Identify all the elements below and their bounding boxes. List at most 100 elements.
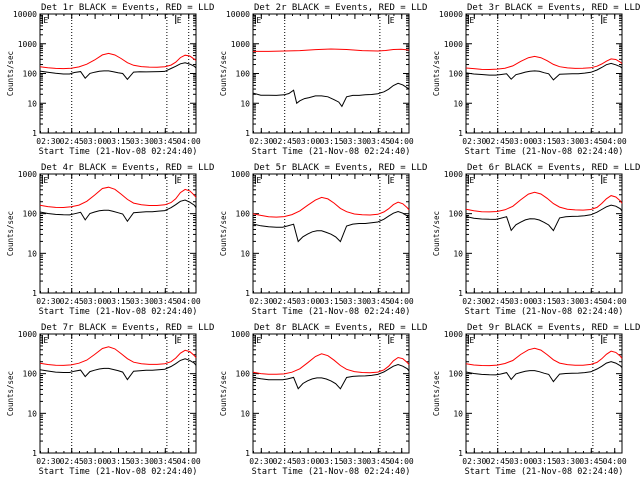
- panel-det-2: Det 2r BLACK = Events, RED = LLD 1 10 100 10…: [219, 3, 427, 157]
- x-tick-label: 02:45: [60, 137, 84, 146]
- y-tick-label: 1000: [231, 40, 250, 49]
- marker-e-label: E: [603, 176, 608, 185]
- x-tick-label: 03:00: [509, 457, 533, 466]
- marker-e-label: E: [256, 336, 261, 345]
- y-tick-label: 1000: [444, 170, 463, 179]
- x-tick-label: 04:00: [390, 137, 414, 146]
- y-tick-label: 100: [23, 210, 38, 219]
- x-tick-label: 03:30: [343, 137, 367, 146]
- lld-series-line: [39, 346, 197, 366]
- events-series-line: [252, 210, 410, 243]
- marker-e-label: E: [390, 336, 395, 345]
- x-tick-label: 02:30: [462, 457, 486, 466]
- panel-det-7: Det 7r BLACK = Events, RED = LLD 1 10 100 10…: [6, 323, 214, 477]
- marker-e-label: E: [256, 16, 261, 25]
- x-tick-label: 03:15: [532, 137, 556, 146]
- y-tick-label: 100: [449, 70, 464, 79]
- x-axis-label: Start Time (21-Nov-08 02:24:40): [252, 147, 411, 157]
- lld-series-line: [252, 196, 410, 218]
- marker-e-label: E: [43, 16, 48, 25]
- y-tick-label: 100: [449, 370, 464, 379]
- x-tick-label: 03:30: [556, 137, 580, 146]
- y-tick-label: 100: [236, 70, 251, 79]
- x-tick-label: 02:30: [462, 137, 486, 146]
- marker-e-label: E: [390, 176, 395, 185]
- x-tick-label: 03:15: [319, 457, 343, 466]
- x-tick-label: 03:45: [366, 457, 390, 466]
- marker-e-label: E: [177, 176, 182, 185]
- y-tick-label: 1: [32, 129, 37, 138]
- x-tick-label: 02:30: [249, 297, 273, 306]
- panel-det-9: Det 9r BLACK = Events, RED = LLD 1 10 100 10…: [432, 323, 640, 477]
- x-tick-label: 02:45: [486, 457, 510, 466]
- x-tick-label: 03:00: [83, 297, 107, 306]
- x-tick-label: 02:30: [36, 137, 60, 146]
- panel-det-8: Det 8r BLACK = Events, RED = LLD 1 10 100 10…: [219, 323, 427, 477]
- panel-title: Det 4r BLACK = Events, RED = LLD: [41, 163, 214, 173]
- x-tick-label: 04:00: [177, 137, 201, 146]
- y-tick-label: 1000: [18, 40, 37, 49]
- x-axis-label: Start Time (21-Nov-08 02:24:40): [39, 307, 198, 317]
- x-tick-label: 02:45: [60, 297, 84, 306]
- x-axis-label: Start Time (21-Nov-08 02:24:40): [39, 147, 198, 157]
- x-tick-label: 03:15: [319, 137, 343, 146]
- panel-det-4: Det 4r BLACK = Events, RED = LLD 1 10 100 10…: [6, 163, 214, 317]
- events-series-line: [465, 62, 623, 81]
- x-tick-label: 03:00: [83, 457, 107, 466]
- lld-series-line: [253, 48, 410, 52]
- y-tick-label: 10: [453, 249, 463, 258]
- x-tick-label: 03:30: [130, 297, 154, 306]
- x-tick-label: 04:00: [603, 457, 627, 466]
- y-tick-label: 1: [245, 129, 250, 138]
- x-tick-label: 03:45: [366, 137, 390, 146]
- x-tick-label: 04:00: [177, 297, 201, 306]
- x-tick-label: 02:45: [273, 457, 297, 466]
- x-tick-label: 02:45: [273, 137, 297, 146]
- y-tick-label: 10: [453, 409, 463, 418]
- x-tick-label: 03:15: [532, 457, 556, 466]
- y-axis-label: Counts/sec: [6, 211, 15, 256]
- y-tick-label: 10: [27, 409, 37, 418]
- marker-e-label: E: [469, 336, 474, 345]
- plot-frame: [465, 333, 623, 454]
- marker-e-label: E: [43, 336, 48, 345]
- x-tick-label: 03:30: [343, 457, 367, 466]
- y-tick-label: 1: [245, 449, 250, 458]
- y-tick-label: 1000: [231, 330, 250, 339]
- y-tick-label: 1: [32, 449, 37, 458]
- x-tick-label: 03:30: [130, 457, 154, 466]
- marker-e-label: E: [603, 336, 608, 345]
- y-tick-label: 10000: [13, 10, 37, 19]
- panel-title: Det 7r BLACK = Events, RED = LLD: [41, 323, 214, 333]
- panel-title: Det 6r BLACK = Events, RED = LLD: [467, 163, 640, 173]
- y-tick-label: 1000: [444, 330, 463, 339]
- x-tick-label: 03:00: [296, 457, 320, 466]
- x-tick-label: 03:45: [579, 137, 603, 146]
- y-tick-label: 1000: [18, 330, 37, 339]
- plot-frame: [252, 333, 410, 454]
- panel-title: Det 8r BLACK = Events, RED = LLD: [254, 323, 427, 333]
- y-tick-label: 10: [240, 249, 250, 258]
- lld-series-line: [465, 55, 623, 71]
- x-tick-label: 03:15: [319, 297, 343, 306]
- y-tick-label: 10000: [439, 10, 463, 19]
- y-tick-label: 1: [245, 289, 250, 298]
- y-tick-label: 100: [23, 70, 38, 79]
- lld-series-line: [465, 347, 623, 367]
- lld-series-line: [252, 353, 410, 375]
- marker-e-label: E: [177, 16, 182, 25]
- x-tick-label: 02:45: [60, 457, 84, 466]
- y-tick-label: 10: [240, 99, 250, 108]
- y-axis-label: Counts/sec: [219, 211, 228, 256]
- x-tick-label: 03:45: [153, 297, 177, 306]
- x-tick-label: 04:00: [390, 297, 414, 306]
- y-tick-label: 1000: [231, 170, 250, 179]
- plot-frame: [465, 173, 623, 294]
- y-axis-label: Counts/sec: [432, 371, 441, 416]
- plot-frame: [39, 173, 197, 294]
- x-tick-label: 03:15: [532, 297, 556, 306]
- x-tick-label: 03:45: [153, 457, 177, 466]
- x-tick-label: 03:00: [509, 137, 533, 146]
- x-tick-label: 03:00: [296, 137, 320, 146]
